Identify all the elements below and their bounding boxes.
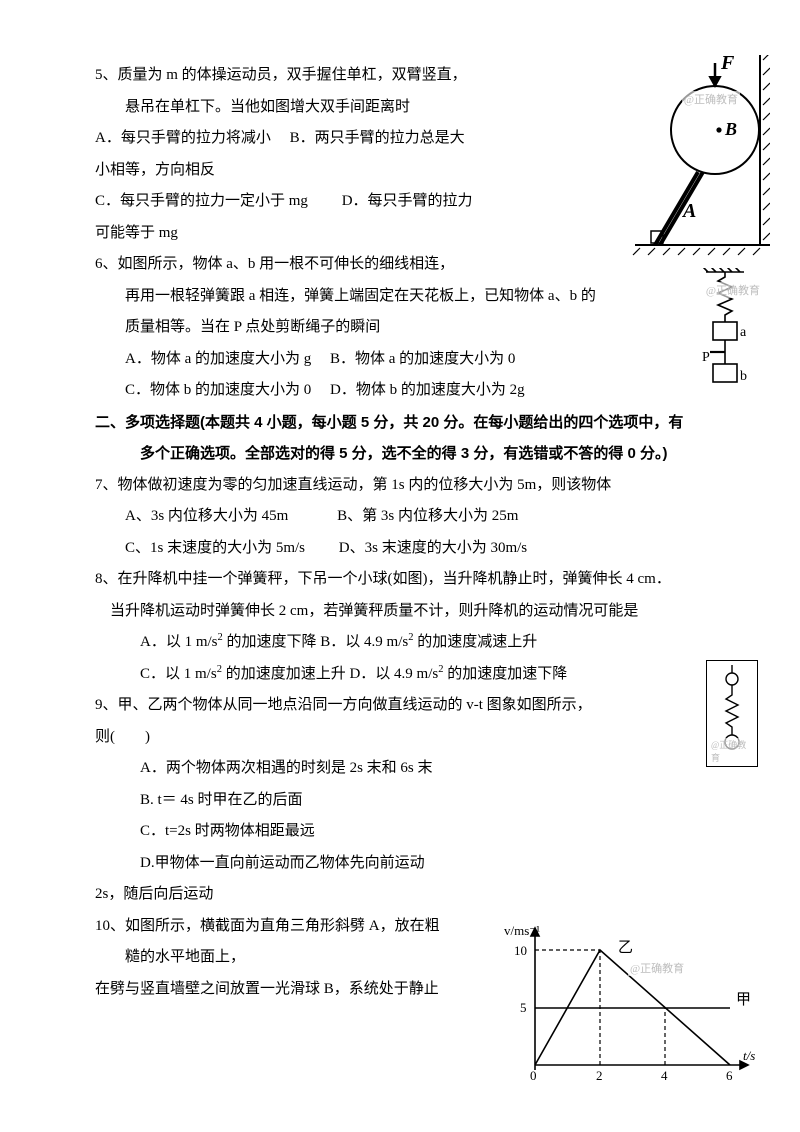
q7-optA: A、3s 内位移大小为 45m [125, 508, 288, 524]
fig4-y5: 5 [520, 1000, 527, 1015]
q8-stem-l2: 当升降机运动时弹簧伸长 2 cm，若弹簧秤质量不计，则升降机的运动情况可能是 [95, 596, 710, 628]
section2-head-l2: 多个正确选项。全部选对的得 5 分，选不全的得 3 分，有选错或不答的得 0 分… [95, 438, 710, 470]
q7-optAB: A、3s 内位移大小为 45m B、第 3s 内位移大小为 25m [95, 501, 710, 533]
fig4-x4: 4 [661, 1068, 668, 1083]
fig1-F: F [720, 55, 735, 74]
q8-optB: B．以 4.9 m/s [320, 634, 408, 650]
q7-optB: B、第 3s 内位移大小为 25m [337, 508, 518, 524]
q8-optA: A．以 1 m/s [140, 634, 218, 650]
q7-optC: C、1s 末速度的大小为 5m/s [125, 540, 305, 556]
q9-tail: 2s，随后向后运动 [95, 879, 710, 911]
q9-figure: v/ms⁻¹ 10 5 0 2 4 6 t/s 乙 甲 @正确教育 [500, 920, 760, 1085]
q8-optCD: C．以 1 m/s2 的加速度加速上升 D．以 4.9 m/s2 的加速度加速下… [95, 659, 710, 691]
q6-optB: B．物体 a 的加速度大小为 0 [330, 351, 515, 367]
q9-optD: D.甲物体一直向前运动而乙物体先向前运动 [95, 848, 710, 880]
q8-optAB: A．以 1 m/s2 的加速度下降 B．以 4.9 m/s2 的加速度减速上升 [95, 627, 710, 659]
q5-stem-l2: 悬吊在单杠下。当他如图增大双手间距离时 [95, 92, 555, 124]
fig4-y10: 10 [514, 943, 527, 958]
fig2-P: P [702, 350, 710, 365]
q9-optC: C．t=2s 时两物体相距最远 [95, 816, 710, 848]
fig1-B: B [724, 119, 737, 139]
q8-stem-l1: 8、在升降机中挂一个弹簧秤，下吊一个小球(如图)，当升降机静止时，弹簧伸长 4 … [95, 564, 710, 596]
fig2-b: b [740, 369, 747, 384]
q9-stem-l2: 则( ) [95, 722, 710, 754]
q5-optD: D．每只手臂的拉力 [342, 193, 473, 209]
q9-optB: B. t＝ 4s 时甲在乙的后面 [95, 785, 710, 817]
q5-optAB: A．每只手臂的拉力将减小 B．两只手臂的拉力总是大 [95, 123, 525, 155]
q7-optD: D、3s 末速度的大小为 30m/s [339, 540, 527, 556]
q7-stem: 7、物体做初速度为零的匀加速直线运动，第 1s 内的位移大小为 5m，则该物体 [95, 470, 710, 502]
fig4-x2: 2 [596, 1068, 603, 1083]
q6-stem-l2: 再用一根轻弹簧跟 a 相连，弹簧上端固定在天花板上，已知物体 a、b 的 [95, 281, 685, 313]
fig4-watermark: @正确教育 [628, 960, 686, 976]
q8-figure: @正确教育 [706, 660, 758, 767]
fig3-watermark: @正确教育 [709, 738, 757, 764]
q5-figure: F B A @正确教育 [605, 55, 770, 260]
fig4-x0: 0 [530, 1068, 537, 1083]
q6-figure: a b P @正确教育 [700, 268, 760, 398]
q10-stem-l3: 在劈与竖直墙壁之间放置一光滑球 B，系统处于静止 [95, 974, 455, 1006]
q5-optA: A．每只手臂的拉力将减小 [95, 130, 271, 146]
fig4-xlabel: t/s [743, 1048, 755, 1063]
fig4-x6: 6 [726, 1068, 733, 1083]
q9-stem-l1: 9、甲、乙两个物体从同一地点沿同一方向做直线运动的 v-t 图象如图所示， [95, 690, 655, 722]
q10-stem-l1: 10、如图所示，横截面为直角三角形斜劈 A，放在粗 [95, 911, 455, 943]
q9-optA: A．两个物体两次相遇的时刻是 2s 末和 6s 末 [95, 753, 710, 785]
q6-stem-l1: 6、如图所示，物体 a、b 用一根不可伸长的细线相连， [95, 249, 655, 281]
q5-optB: B．两只手臂的拉力总是大 [290, 130, 465, 146]
q5-stem-l1: 5、质量为 m 的体操运动员，双手握住单杠，双臂竖直， [95, 60, 525, 92]
q7-optCD: C、1s 末速度的大小为 5m/s D、3s 末速度的大小为 30m/s [95, 533, 710, 565]
q8-optB2: 的加速度减速上升 [413, 634, 537, 650]
q6-optC: C．物体 b 的加速度大小为 0 [125, 382, 311, 398]
q8-optD: D．以 4.9 m/s [349, 666, 438, 682]
q8-optC2: 的加速度加速上升 [222, 666, 346, 682]
q8-optC: C．以 1 m/s [140, 666, 217, 682]
q6-optAB: A．物体 a 的加速度大小为 g B．物体 a 的加速度大小为 0 [95, 344, 710, 376]
section2-head-l1: 二、多项选择题(本题共 4 小题，每小题 5 分，共 20 分。在每小题给出的四… [95, 407, 710, 439]
q8-optA2: 的加速度下降 [223, 634, 317, 650]
q8-optD2: 的加速度加速下降 [443, 666, 567, 682]
fig4-jia: 甲 [736, 992, 751, 1008]
fig4-ylabel: v/ms⁻¹ [504, 923, 540, 938]
q6-optCD: C．物体 b 的加速度大小为 0 D．物体 b 的加速度大小为 2g [95, 375, 710, 407]
fig4-yi: 乙 [618, 940, 633, 956]
q5-optCD: C．每只手臂的拉力一定小于 mg D．每只手臂的拉力 [95, 186, 525, 218]
fig1-watermark: @正确教育 [682, 91, 740, 107]
fig2-watermark: @正确教育 [704, 282, 762, 298]
q6-optA: A．物体 a 的加速度大小为 g [125, 351, 311, 367]
fig2-a: a [740, 325, 747, 340]
fig1-A: A [681, 200, 696, 222]
q5-optC: C．每只手臂的拉力一定小于 mg [95, 193, 308, 209]
q6-stem-l3: 质量相等。当在 P 点处剪断绳子的瞬间 [95, 312, 710, 344]
q6-optD: D．物体 b 的加速度大小为 2g [330, 382, 525, 398]
